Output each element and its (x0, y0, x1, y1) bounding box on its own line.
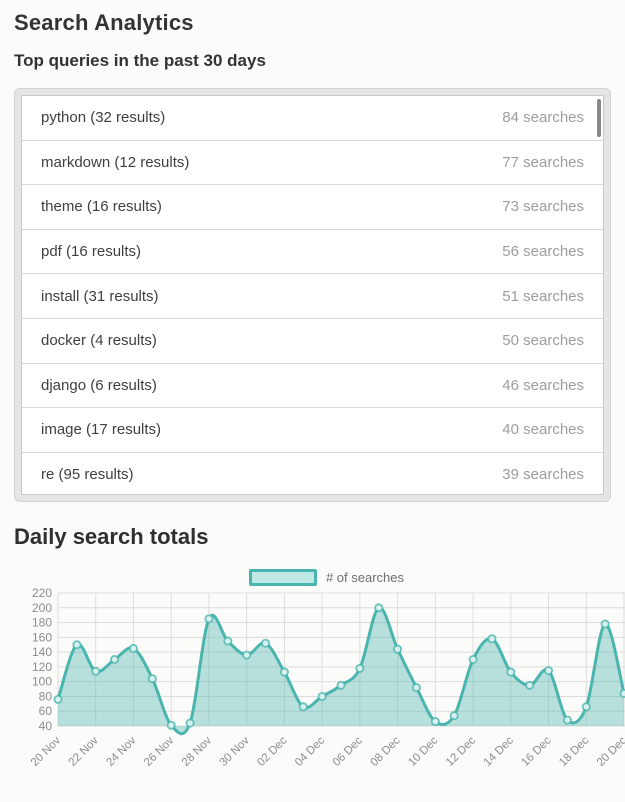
x-tick-label: 18 Dec (557, 734, 591, 768)
x-tick-label: 26 Nov (142, 734, 176, 768)
y-tick-label: 100 (32, 675, 52, 689)
query-label: pdf (16 results) (41, 243, 142, 261)
x-tick-label: 08 Dec (368, 734, 402, 768)
query-count: 40 searches (502, 421, 584, 439)
query-row: docker (4 results) 50 searches (22, 319, 603, 364)
x-tick-label: 10 Dec (406, 734, 440, 768)
query-count: 51 searches (502, 287, 584, 305)
query-count: 84 searches (502, 109, 584, 127)
chart-legend: # of searches (14, 569, 611, 586)
query-row: markdown (12 results) 77 searches (22, 141, 603, 186)
search-analytics-page: Search Analytics Top queries in the past… (0, 10, 625, 799)
x-tick-label: 20 Dec (595, 734, 625, 768)
query-label: markdown (12 results) (41, 153, 190, 171)
top-queries-heading: Top queries in the past 30 days (14, 51, 266, 70)
x-tick-label: 16 Dec (519, 734, 553, 768)
query-row: re (95 results) 39 searches (22, 453, 603, 494)
y-tick-label: 220 (32, 587, 52, 600)
y-tick-label: 120 (32, 660, 52, 674)
query-label: image (17 results) (41, 421, 162, 439)
query-count: 46 searches (502, 376, 584, 394)
x-tick-label: 14 Dec (482, 734, 516, 768)
query-row: theme (16 results) 73 searches (22, 185, 603, 230)
query-row: image (17 results) 40 searches (22, 408, 603, 453)
x-tick-label: 02 Dec (255, 734, 289, 768)
query-label: python (32 results) (41, 109, 166, 127)
x-tick-label: 28 Nov (180, 734, 214, 768)
top-queries-frame: python (32 results) 84 searches markdown (… (14, 88, 611, 502)
query-row: django (6 results) 46 searches (22, 364, 603, 409)
query-row: python (32 results) 84 searches (22, 96, 603, 141)
query-count: 73 searches (502, 198, 584, 216)
list-scrollbar-thumb[interactable] (597, 99, 601, 137)
y-tick-label: 200 (32, 601, 52, 615)
y-tick-label: 60 (39, 704, 53, 718)
query-count: 77 searches (502, 153, 584, 171)
y-tick-label: 180 (32, 616, 52, 630)
chart-area (58, 607, 624, 734)
x-tick-label: 04 Dec (293, 734, 327, 768)
x-tick-label: 12 Dec (444, 734, 478, 768)
query-count: 39 searches (502, 466, 584, 484)
query-label: install (31 results) (41, 287, 159, 305)
x-tick-label: 22 Nov (67, 734, 101, 768)
x-tick-label: 20 Nov (29, 734, 63, 768)
query-count: 56 searches (502, 243, 584, 261)
y-tick-label: 160 (32, 630, 52, 644)
query-row: pdf (16 results) 56 searches (22, 230, 603, 275)
legend-swatch (248, 569, 317, 586)
y-tick-label: 80 (39, 689, 53, 703)
query-label: django (6 results) (41, 376, 157, 394)
query-label: theme (16 results) (41, 198, 162, 216)
legend-label: # of searches (325, 570, 405, 585)
top-queries-list[interactable]: python (32 results) 84 searches markdown (… (21, 95, 604, 495)
query-label: re (95 results) (41, 466, 134, 484)
x-tick-label: 06 Dec (331, 734, 365, 768)
y-tick-label: 40 (39, 719, 53, 733)
daily-search-chart: 40 60 80 100 120 140 160 180 200 220 20 Nov 22 Nov 2… (14, 586, 625, 799)
x-tick-label: 30 Nov (218, 734, 252, 768)
query-row: install (31 results) 51 searches (22, 274, 603, 319)
chart-points (53, 603, 625, 730)
query-count: 50 searches (502, 332, 584, 350)
y-tick-label: 140 (32, 645, 52, 659)
page-title: Search Analytics (14, 10, 194, 35)
x-tick-label: 24 Nov (104, 734, 138, 768)
daily-totals-heading: Daily search totals (14, 524, 209, 549)
query-label: docker (4 results) (41, 332, 157, 350)
